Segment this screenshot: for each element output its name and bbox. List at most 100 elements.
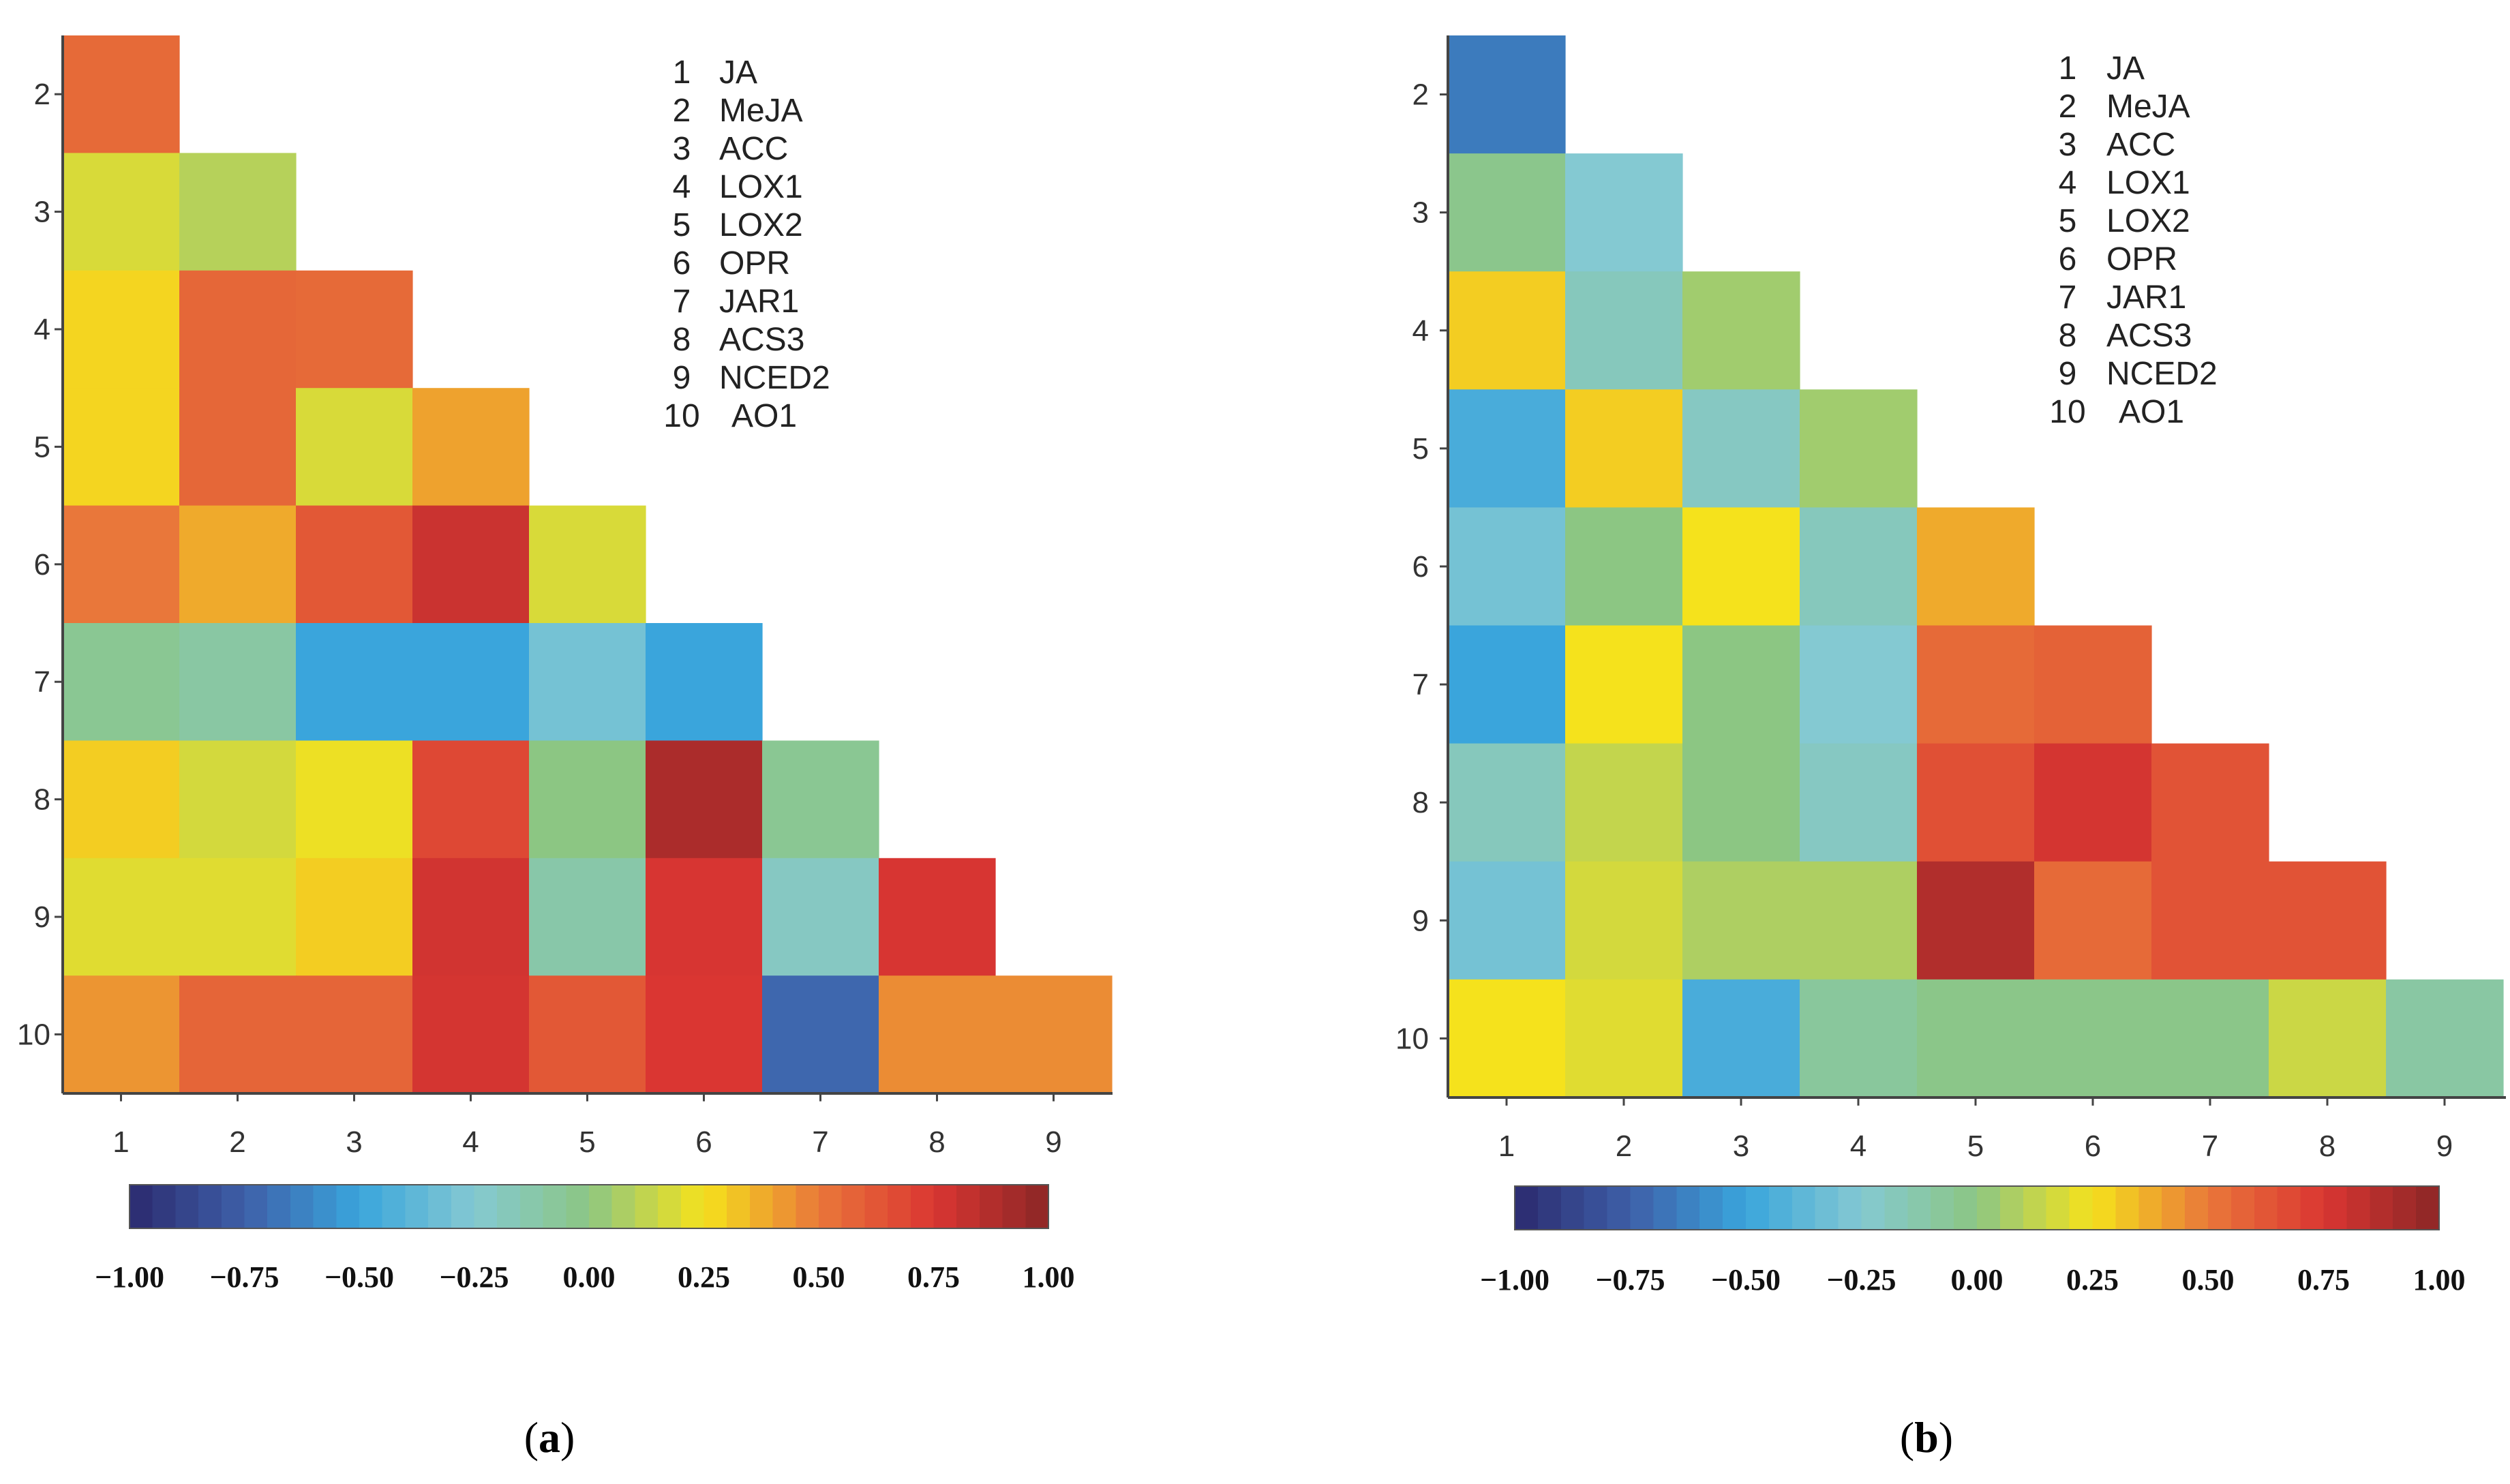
x-tick-label-a: 5 xyxy=(579,1125,595,1159)
cell-b-r10-c7 xyxy=(2151,979,2269,1098)
y-tick-label-a: 6 xyxy=(34,548,50,581)
y-tick-label-b: 5 xyxy=(1412,432,1429,466)
cell-a-r6-c1 xyxy=(63,505,180,624)
legend-number-b: 3 xyxy=(2059,127,2077,163)
cell-a-r9-c5 xyxy=(529,858,646,976)
cell-a-r8-c6 xyxy=(646,740,763,859)
legend-name-a: ACC xyxy=(719,131,788,167)
cell-b-r9-c6 xyxy=(2034,861,2152,980)
y-tick-label-b: 3 xyxy=(1412,196,1429,230)
y-tick-label-a: 3 xyxy=(34,196,50,229)
cell-b-r10-c4 xyxy=(1800,979,1918,1098)
cell-b-r7-c2 xyxy=(1565,625,1683,744)
cell-a-r10-c7 xyxy=(762,975,879,1094)
legend-name-b: JAR1 xyxy=(2106,279,2186,316)
cell-a-r8-c2 xyxy=(179,740,297,859)
cell-b-r10-c1 xyxy=(1448,979,1566,1098)
legend-number-a: 7 xyxy=(673,284,691,320)
x-tick-label-b: 8 xyxy=(2319,1130,2335,1163)
cell-a-r10-c9 xyxy=(995,975,1113,1094)
cell-a-r7-c5 xyxy=(529,623,646,741)
x-tick-label-a: 4 xyxy=(462,1125,479,1159)
cell-b-r2-c1 xyxy=(1448,35,1566,154)
cell-a-r7-c6 xyxy=(646,623,763,741)
y-tick-label-a: 4 xyxy=(34,313,50,346)
cell-b-r10-c5 xyxy=(1917,979,2035,1098)
cell-b-r6-c4 xyxy=(1800,507,1918,626)
x-ticks-a: 1 2 3 4 5 6 7 8 9 xyxy=(112,1093,1062,1159)
cell-b-r4-c2 xyxy=(1565,271,1683,390)
legend-number-b: 9 xyxy=(2059,356,2077,392)
colorbar-tick-label-b: −0.50 xyxy=(1711,1263,1781,1297)
cell-a-r5-c2 xyxy=(179,388,297,506)
colorbar-gradient-b xyxy=(1514,1185,2440,1230)
cell-b-r7-c5 xyxy=(1917,625,2035,744)
caption-a-close: ) xyxy=(560,1413,575,1462)
cell-a-r6-c2 xyxy=(179,505,297,624)
cell-b-r8-c1 xyxy=(1448,743,1566,862)
cell-a-r10-c5 xyxy=(529,975,646,1094)
cell-b-r4-c3 xyxy=(1682,271,1800,390)
colorbar-tick-label-b: 0.75 xyxy=(2297,1263,2350,1297)
legend-name-b: ACC xyxy=(2106,127,2175,163)
colorbar-tick-label-a: 0.25 xyxy=(678,1260,730,1294)
cell-b-r8-c5 xyxy=(1917,743,2035,862)
legend-name-b: OPR xyxy=(2106,241,2177,277)
colorbar-tick-label-b: 1.00 xyxy=(2413,1263,2466,1297)
cell-b-r8-c2 xyxy=(1565,743,1683,862)
cell-a-r9-c6 xyxy=(646,858,763,976)
legend-number-a: 9 xyxy=(673,360,691,396)
colorbar-tick-label-a: −0.75 xyxy=(209,1260,279,1294)
cell-a-r4-c1 xyxy=(63,270,180,389)
x-tick-label-b: 6 xyxy=(2085,1130,2101,1163)
cell-b-r8-c3 xyxy=(1682,743,1800,862)
colorbar-tick-label-a: 0.00 xyxy=(563,1260,616,1294)
y-tick-label-a: 2 xyxy=(34,78,50,111)
legend-number-a: 4 xyxy=(673,169,691,205)
x-ticks-b: 1 2 3 4 5 6 7 8 9 xyxy=(1498,1097,2453,1163)
colorbar-ticks-a: −1.00 −0.75 −0.50 −0.25 0.00 0.25 0.50 0.75 1.00 xyxy=(95,1260,1075,1294)
caption-b-open: ( xyxy=(1900,1413,1914,1462)
colorbar-tick-label-a: 1.00 xyxy=(1023,1260,1075,1294)
cell-b-r10-c3 xyxy=(1682,979,1800,1098)
legend-b: 1 JA 2 MeJA 3 ACC 4 LOX1 5 LOX2 6 OPR 7 JAR1 8 ACS3 9 NCE… xyxy=(2049,50,2217,430)
cell-a-r3-c1 xyxy=(63,153,180,271)
cell-a-r8-c5 xyxy=(529,740,646,859)
y-tick-label-b: 10 xyxy=(1395,1022,1429,1055)
cell-a-r9-c3 xyxy=(296,858,413,976)
cell-a-r6-c4 xyxy=(412,505,530,624)
legend-number-a: 10 xyxy=(663,398,699,434)
x-tick-label-b: 9 xyxy=(2436,1130,2453,1163)
cell-a-r10-c1 xyxy=(63,975,180,1094)
cell-a-r9-c1 xyxy=(63,858,180,976)
cell-a-r6-c3 xyxy=(296,505,413,624)
cell-a-r10-c2 xyxy=(179,975,297,1094)
cell-a-r5-c1 xyxy=(63,388,180,506)
cell-b-r9-c7 xyxy=(2151,861,2269,980)
y-tick-label-b: 4 xyxy=(1412,314,1429,348)
cell-b-r7-c6 xyxy=(2034,625,2152,744)
legend-number-b: 2 xyxy=(2059,89,2077,125)
cell-a-r10-c8 xyxy=(879,975,996,1094)
cell-a-r4-c3 xyxy=(296,270,413,389)
caption-b-close: ) xyxy=(1939,1413,1953,1462)
legend-name-a: NCED2 xyxy=(719,360,830,396)
cell-b-r6-c3 xyxy=(1682,507,1800,626)
cell-a-r7-c3 xyxy=(296,623,413,741)
caption-b: (b) xyxy=(1900,1413,1953,1462)
legend-number-a: 2 xyxy=(673,93,691,129)
legend-name-b: NCED2 xyxy=(2106,356,2218,392)
x-tick-label-b: 4 xyxy=(1850,1130,1866,1163)
legend-name-a: LOX1 xyxy=(719,169,803,205)
cell-a-r5-c3 xyxy=(296,388,413,506)
legend-name-a: AO1 xyxy=(731,398,797,434)
cell-b-r10-c2 xyxy=(1565,979,1683,1098)
x-tick-label-b: 3 xyxy=(1733,1130,1749,1163)
legend-number-b: 5 xyxy=(2059,203,2077,239)
y-tick-label-a: 10 xyxy=(17,1018,50,1051)
cell-b-r5-c1 xyxy=(1448,389,1566,508)
x-tick-label-a: 6 xyxy=(695,1125,712,1159)
